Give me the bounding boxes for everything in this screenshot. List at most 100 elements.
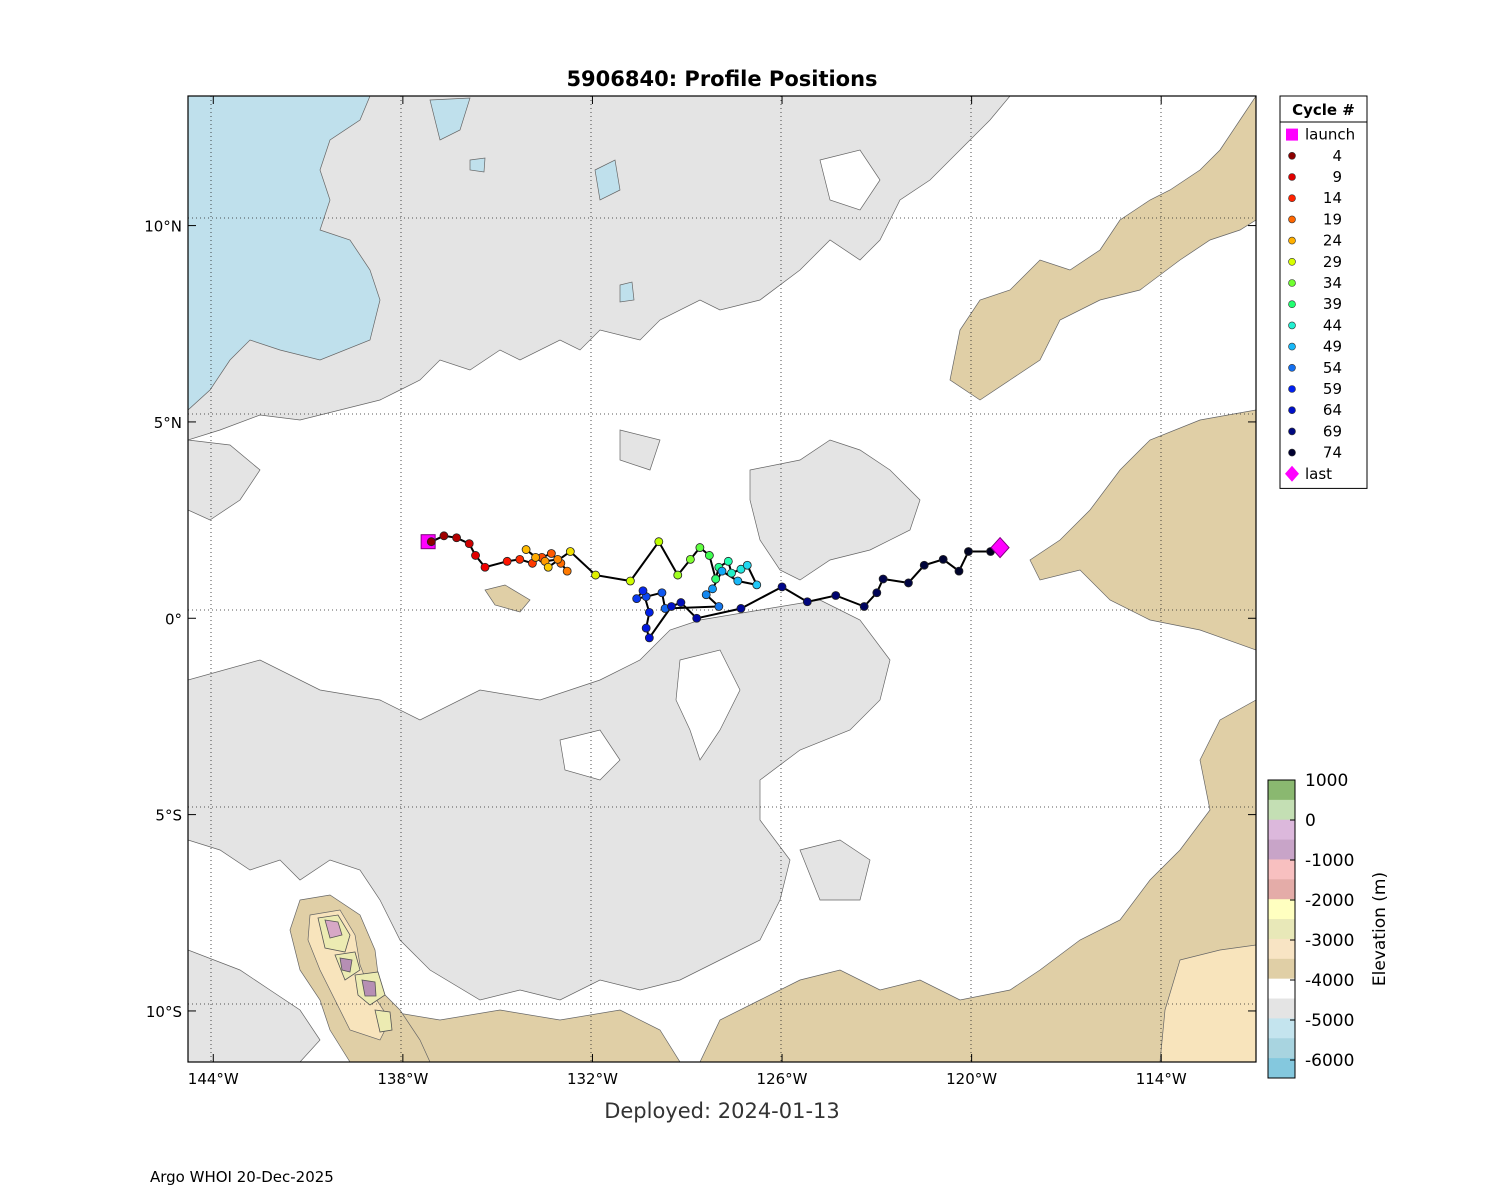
- colorbar-tick-label: -1000: [1305, 851, 1354, 871]
- profile-point: [831, 591, 841, 600]
- colorbar-segment: [1268, 1018, 1295, 1039]
- colorbar-frame: [1267, 779, 1296, 1079]
- profile-point: [644, 607, 654, 617]
- legend-cycle-swatch: [1288, 448, 1296, 457]
- legend-item-label: launch: [1305, 126, 1355, 144]
- profile-point: [632, 594, 642, 604]
- profile-point: [553, 554, 563, 564]
- legend-cycle-swatch: [1288, 406, 1296, 415]
- profile-point: [657, 588, 667, 598]
- legend-last-swatch: [1285, 465, 1299, 482]
- lon-tick-label: 144°W: [188, 1070, 239, 1088]
- profile-point: [452, 533, 461, 543]
- cycle-legend: Cycle #launch491419242934394449545964697…: [1279, 95, 1368, 489]
- legend-item-label: 29: [1323, 253, 1342, 271]
- map-grid: [188, 96, 1256, 1062]
- colorbar-tick-label: -5000: [1305, 1011, 1354, 1031]
- colorbar-segment: [1268, 819, 1295, 841]
- profile-point: [802, 597, 812, 607]
- lon-tick-label: 126°W: [757, 1070, 808, 1088]
- profile-point: [480, 562, 490, 572]
- profile-point: [704, 551, 714, 560]
- legend-title: Cycle #: [1292, 101, 1355, 119]
- colorbar-segment: [1268, 1058, 1295, 1079]
- colorbar-tick-label: -6000: [1305, 1051, 1354, 1071]
- profile-point: [638, 586, 648, 596]
- legend-item-label: last: [1305, 465, 1332, 483]
- legend-cycle-swatch: [1288, 342, 1296, 351]
- profile-point: [546, 549, 556, 558]
- legend-item-label: 39: [1323, 295, 1342, 313]
- profile-point: [591, 570, 601, 580]
- bathymetry-very-deep-blue: [188, 96, 635, 411]
- colorbar-segment: [1268, 1038, 1295, 1059]
- last-position-marker: [990, 536, 1010, 559]
- profile-point: [515, 554, 525, 564]
- profile-point: [565, 547, 575, 556]
- legend-cycle-swatch: [1288, 152, 1296, 160]
- profile-point: [736, 564, 746, 574]
- footer-credit: Argo WHOI 20-Dec-2025: [150, 1168, 334, 1186]
- profile-point: [919, 560, 929, 570]
- profile-point: [471, 551, 480, 560]
- profile-point: [543, 562, 553, 572]
- profile-point: [777, 582, 787, 592]
- profile-point: [711, 574, 721, 584]
- profile-point: [464, 539, 474, 549]
- profile-point: [714, 602, 724, 611]
- float-track: [420, 531, 1010, 643]
- lat-tick-label: 0°: [165, 610, 182, 628]
- lat-tick-label: 5°N: [154, 414, 182, 432]
- legend-cycle-swatch: [1288, 363, 1296, 372]
- lat-tick-label: 10°S: [146, 1003, 182, 1021]
- lat-tick-label: 5°S: [155, 807, 182, 825]
- legend-item-label: 4: [1332, 147, 1342, 165]
- profile-point: [727, 568, 736, 578]
- profile-point: [676, 598, 686, 607]
- legend-item-label: 24: [1323, 232, 1342, 250]
- profile-point: [562, 566, 572, 576]
- profile-point: [752, 580, 762, 590]
- profile-point: [878, 574, 888, 584]
- profile-point: [502, 556, 512, 566]
- colorbar-segment: [1268, 899, 1295, 920]
- legend-item-label: 49: [1323, 338, 1342, 356]
- lon-tick-label: 114°W: [1136, 1070, 1187, 1088]
- profile-point: [439, 531, 449, 541]
- profile-point: [667, 602, 676, 611]
- profile-point: [701, 590, 711, 600]
- legend-cycle-swatch: [1288, 279, 1296, 287]
- axis-ticks: 144°W 138°W 132°W 126°W 120°W 114°W 10°N 5°N 0° 5…: [144, 96, 1256, 1088]
- profile-point: [708, 584, 717, 594]
- legend-item-label: 59: [1323, 380, 1342, 398]
- legend-item-label: 64: [1323, 401, 1342, 419]
- colorbar-segment: [1268, 799, 1295, 821]
- profile-point: [686, 554, 695, 564]
- colorbar-segment: [1268, 919, 1295, 940]
- profile-point: [964, 547, 973, 556]
- map-plot-area: [188, 96, 1256, 1062]
- colorbar-tick-label: 0: [1305, 811, 1316, 831]
- legend-cycle-swatch: [1288, 194, 1296, 202]
- profile-point: [723, 556, 733, 566]
- profile-point: [426, 537, 436, 547]
- profile-point: [644, 633, 654, 643]
- profile-point: [954, 566, 964, 576]
- legend-item-label: 69: [1323, 422, 1342, 440]
- legend-item-label: 9: [1332, 168, 1342, 186]
- profile-point: [673, 570, 683, 580]
- map-title: 5906840: Profile Positions: [566, 67, 877, 91]
- map-frame: [187, 95, 1257, 1063]
- legend-cycle-swatch: [1288, 427, 1296, 436]
- legend-cycle-swatch: [1288, 236, 1296, 245]
- legend-cycle-swatch: [1288, 173, 1296, 181]
- profile-point: [641, 623, 651, 633]
- lon-tick-label: 132°W: [567, 1070, 618, 1088]
- elevation-colorbar: 1000 0 -1000 -2000 -3000 -4000 -5000 -6000 Eleva…: [1267, 771, 1390, 1079]
- lon-tick-label: 120°W: [946, 1070, 997, 1088]
- legend-item-label: 74: [1323, 444, 1342, 462]
- colorbar-segment: [1268, 978, 1295, 1000]
- legend-box: [1279, 95, 1368, 489]
- profile-point: [531, 553, 540, 562]
